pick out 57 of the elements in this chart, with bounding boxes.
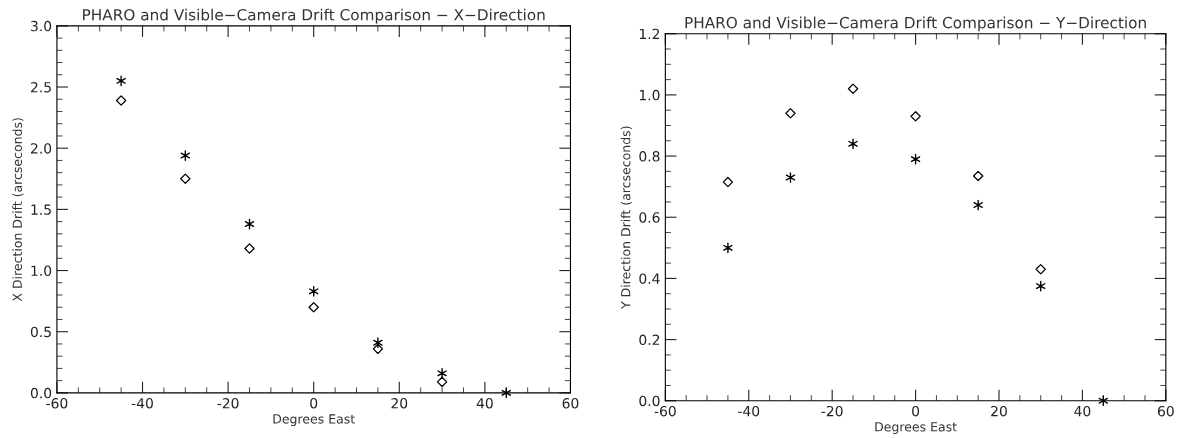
point: [910, 111, 921, 122]
x-tick-label: -40: [131, 397, 153, 409]
point: [437, 367, 447, 379]
y-axis-title: Y Direction Drift (arcseconds): [620, 126, 632, 310]
point: [372, 343, 384, 355]
x-tick-label: 60: [562, 397, 579, 409]
y-tick-label: 3.0: [31, 20, 52, 32]
x-tick-label: -40: [738, 405, 760, 417]
y-tick-label: 1.5: [31, 204, 51, 215]
point: [972, 170, 984, 182]
y-tick-label: 1.0: [639, 89, 660, 101]
y-tick-label: 0.0: [30, 387, 52, 399]
x-tick-label: 20: [391, 397, 408, 409]
x-tick-label: 60: [1157, 405, 1174, 417]
x-tick-label: -60: [46, 397, 68, 409]
y-tick-label: 0.2: [639, 334, 660, 346]
point: [723, 242, 733, 254]
chart-title: PHARO and Visible−Camera Drift Comparison − X−Direction: [83, 8, 545, 24]
x-tick-label: 0: [310, 397, 318, 409]
y-tick-label: 2.5: [31, 81, 51, 93]
y-tick-label: 1.0: [31, 265, 52, 277]
x-tick-label: -20: [217, 397, 239, 409]
x-tick-label: -60: [654, 405, 676, 417]
y-tick-label: 0.8: [639, 151, 660, 162]
point: [373, 337, 383, 349]
y-tick-label: 2.0: [31, 143, 52, 154]
point: [848, 138, 858, 150]
chart-title: PHARO and Visible−Camera Drift Comparison − Y−Direction: [685, 16, 1146, 32]
point: [180, 173, 191, 185]
point: [1035, 264, 1046, 275]
x-tick-label: -20: [821, 405, 843, 417]
point: [244, 243, 255, 254]
y-tick-label: 1.2: [639, 28, 660, 39]
point: [180, 150, 191, 161]
point: [115, 95, 127, 106]
y-tick-label: 0.6: [639, 212, 660, 223]
x-tick-label: 40: [1074, 405, 1091, 417]
x-tick-label: 0: [912, 405, 920, 417]
y-tick-label: 0.0: [639, 395, 660, 407]
point: [116, 75, 126, 87]
point: [785, 108, 796, 119]
point: [436, 376, 448, 388]
y-tick-label: 0.4: [639, 273, 660, 284]
x-tick-label: 20: [991, 405, 1007, 417]
point: [308, 285, 319, 297]
point: [1098, 395, 1109, 407]
y-axis-title: X Direction Drift (arcseconds): [12, 118, 24, 302]
point: [501, 387, 512, 399]
x-axis-title: Degrees East: [273, 414, 355, 427]
point: [973, 199, 983, 211]
point: [847, 83, 859, 95]
x-tick-label: 40: [476, 397, 493, 409]
y-tick-label: 0.5: [30, 326, 51, 338]
point: [722, 176, 734, 188]
point: [308, 302, 319, 313]
point: [785, 172, 796, 183]
x-axis-title: Degrees East: [875, 422, 957, 434]
